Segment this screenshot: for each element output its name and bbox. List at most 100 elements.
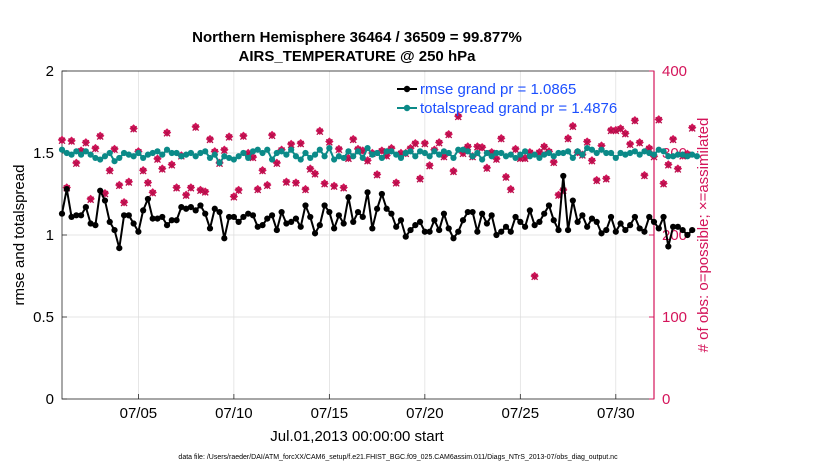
totalspread-point	[402, 149, 409, 157]
obs-assimilated-point	[602, 175, 610, 183]
totalspread-point	[636, 151, 643, 158]
rmse-point	[588, 215, 596, 222]
obs-assimilated-point	[583, 138, 591, 146]
rmse-point	[660, 213, 667, 221]
totalspread-point	[259, 149, 266, 157]
rmse-point	[541, 210, 548, 217]
rmse-point	[120, 212, 128, 219]
obs-assimilated-point	[268, 132, 276, 140]
rmse-point	[283, 220, 290, 227]
rmse-point	[469, 208, 476, 216]
x-tick-label: 07/10	[215, 405, 253, 422]
totalspread-point	[240, 149, 247, 157]
totalspread-point	[512, 154, 519, 162]
obs-assimilated-point	[82, 139, 90, 147]
obs-assimilated-point	[144, 179, 152, 187]
rmse-point	[197, 202, 204, 209]
rmse-point	[636, 225, 643, 232]
obs-assimilated-point	[96, 133, 104, 141]
rmse-point	[63, 185, 70, 193]
totalspread-point	[254, 146, 261, 153]
rmse-point	[101, 197, 109, 204]
rmse-point	[488, 212, 495, 219]
totalspread-point	[116, 154, 123, 162]
obs-assimilated-point	[669, 136, 677, 144]
obs-assimilated-point	[445, 131, 453, 139]
totalspread-point	[693, 153, 701, 160]
rmse-point	[140, 207, 147, 214]
totalspread-point	[464, 148, 471, 155]
rmse-point	[302, 202, 309, 209]
totalspread-point	[598, 146, 605, 153]
obs-assimilated-point	[163, 129, 171, 137]
rmse-point	[383, 205, 390, 212]
totalspread-point	[612, 154, 619, 162]
totalspread-point	[225, 154, 233, 162]
rmse-point	[598, 230, 605, 237]
obs-assimilated-point	[640, 172, 648, 180]
obs-assimilated-point	[660, 180, 668, 188]
obs-assimilated-point	[154, 156, 161, 164]
rmse-point	[531, 222, 538, 229]
totalspread-point	[665, 153, 672, 160]
totalspread-point	[283, 151, 290, 158]
totalspread-point	[311, 151, 319, 158]
totalspread-point	[307, 154, 314, 162]
x-tick-label: 07/25	[502, 405, 540, 422]
obs-assimilated-point	[497, 135, 505, 143]
totalspread-point	[159, 151, 166, 158]
obs-assimilated-point	[330, 183, 338, 191]
totalspread-point	[488, 153, 495, 160]
rmse-point	[254, 223, 261, 230]
rmse-point	[73, 212, 80, 219]
totalspread-point	[154, 148, 161, 155]
totalspread-point	[569, 154, 576, 162]
rmse-point	[369, 225, 376, 232]
left-tick-label: 0	[46, 391, 54, 408]
obs-assimilated-point	[259, 167, 266, 175]
rmse-point	[183, 205, 190, 212]
totalspread-point	[135, 149, 142, 157]
totalspread-point	[321, 153, 328, 160]
obs-assimilated-point	[187, 184, 195, 192]
totalspread-point	[646, 149, 653, 157]
totalspread-point	[101, 153, 109, 160]
totalspread-series	[58, 144, 701, 166]
rmse-point	[206, 225, 214, 232]
rmse-point	[278, 208, 285, 216]
totalspread-point	[416, 148, 424, 155]
obs-assimilated-point	[254, 186, 262, 194]
obs-assimilated-point	[68, 138, 76, 145]
totalspread-point	[455, 146, 462, 153]
rmse-point	[173, 217, 180, 224]
totalspread-point	[517, 151, 524, 158]
rmse-point	[345, 194, 352, 201]
rmse-point	[679, 226, 686, 234]
rmse-point	[245, 210, 252, 217]
obs-assimilated-point	[507, 186, 515, 194]
totalspread-point	[354, 148, 362, 155]
rmse-point	[412, 222, 419, 229]
obs-assimilated-point	[550, 159, 558, 167]
rmse-point	[669, 223, 677, 230]
totalspread-point	[192, 153, 199, 160]
rmse-point	[545, 202, 553, 209]
rmse-point	[311, 230, 319, 237]
rmse-point	[359, 213, 366, 221]
totalspread-point	[440, 148, 448, 155]
rmse-point	[607, 213, 615, 221]
totalspread-point	[68, 151, 75, 158]
rmse-point	[335, 212, 343, 219]
totalspread-point	[393, 151, 400, 158]
totalspread-point	[655, 146, 662, 153]
rmse-point	[431, 217, 438, 224]
totalspread-point	[641, 148, 648, 155]
rmse-point	[402, 233, 409, 240]
rmse-point	[316, 222, 323, 229]
rmse-point	[436, 226, 443, 234]
rmse-point	[111, 226, 118, 234]
obs-assimilated-point	[478, 144, 486, 152]
obs-assimilated-point	[58, 137, 66, 145]
rmse-point	[268, 212, 276, 219]
